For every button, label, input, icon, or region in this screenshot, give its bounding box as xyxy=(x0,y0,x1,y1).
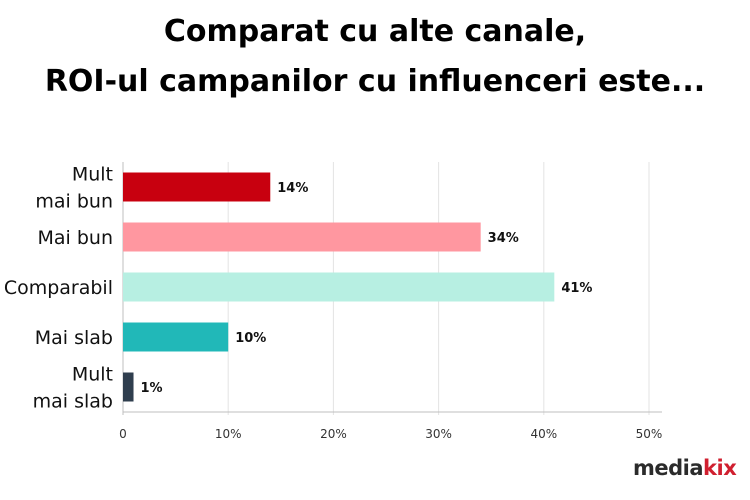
data-label-4: 1% xyxy=(141,381,163,396)
data-label-0: 14% xyxy=(277,181,308,196)
bar-3 xyxy=(123,322,229,352)
category-label-1-0: Mai bun xyxy=(38,227,114,249)
category-label-2-0: Comparabil xyxy=(4,277,113,299)
logo-text-media: media xyxy=(633,456,704,480)
x-tick-label-4: 40% xyxy=(530,427,557,441)
bar-2 xyxy=(123,272,555,302)
category-label-3-0: Mai slab xyxy=(35,327,113,349)
data-label-1: 34% xyxy=(488,231,519,246)
logo-text-kix: kix xyxy=(703,456,737,480)
data-label-2: 41% xyxy=(561,281,592,296)
x-tick-label-1: 10% xyxy=(215,427,242,441)
chart-title-line-2: ROI-ul campanilor cu influenceri este... xyxy=(44,64,706,99)
bar-1 xyxy=(123,222,481,252)
x-tick-label-0: 0 xyxy=(119,427,127,441)
data-label-3: 10% xyxy=(235,331,266,346)
category-label-4-1: mai slab xyxy=(33,391,113,413)
mediakix-logo: mediakix xyxy=(633,456,737,480)
chart-title-line-1: Comparat cu alte canale, xyxy=(163,14,587,49)
x-tick-label-5: 50% xyxy=(636,427,663,441)
x-tick-label-2: 20% xyxy=(320,427,347,441)
category-label-0-1: mai bun xyxy=(35,191,113,213)
x-tick-label-3: 30% xyxy=(425,427,452,441)
bar-0 xyxy=(123,172,271,202)
category-label-4-0: Mult xyxy=(72,364,113,386)
bar-4 xyxy=(123,372,134,402)
category-label-0-0: Mult xyxy=(72,164,113,186)
